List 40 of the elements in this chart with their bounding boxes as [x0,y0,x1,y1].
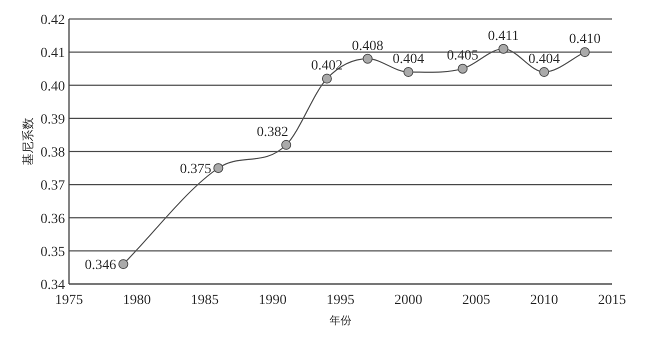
point [213,163,224,174]
y-tick-label: 0.41 [40,46,65,62]
x-tick-label: 1990 [258,293,287,308]
point [498,44,508,54]
data-label: 0.405 [446,48,478,64]
y-tick-label: 0.37 [40,178,65,194]
y-tick-label: 0.40 [40,79,65,94]
x-tick-label: 1995 [326,293,354,308]
point [362,54,373,64]
point [322,74,332,84]
data-label: 0.375 [180,162,212,178]
y-tick-label: 0.38 [40,146,65,160]
point [281,140,292,150]
data-label: 0.404 [392,52,424,67]
x-tick-label: 2015 [598,293,626,308]
x-axis-title: 年份 [330,314,352,327]
point [580,47,590,58]
data-label: 0.411 [488,28,519,44]
x-tick-label: 1985 [190,293,219,308]
y-tick-label: 0.42 [40,13,65,28]
point [403,67,414,77]
x-tick-label: 1980 [122,293,151,308]
y-axis-title: 基尼系数 [21,118,35,166]
x-tick-label: 2000 [394,293,422,308]
y-tick-label: 0.36 [40,212,65,227]
point [539,67,550,77]
data-label: 0.410 [569,32,601,48]
x-tick-label: 2005 [462,293,490,308]
y-tick-label: 0.35 [40,244,65,260]
data-label: 0.382 [256,124,288,140]
x-tick-label: 1975 [55,293,83,308]
data-label: 0.402 [311,58,343,74]
point [118,259,128,270]
data-label: 0.346 [84,258,116,274]
data-label: 0.408 [352,38,384,54]
y-tick-label: 0.34 [40,278,65,293]
point [458,64,468,74]
data-label: 0.404 [528,52,560,67]
x-tick-label: 2010 [530,293,558,308]
y-tick-label: 0.39 [40,112,65,128]
